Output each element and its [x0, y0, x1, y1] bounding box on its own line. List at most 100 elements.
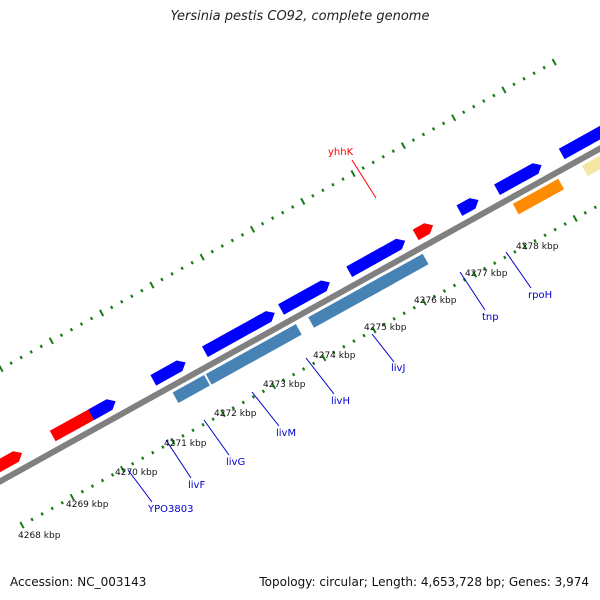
- inner-tick: [281, 378, 286, 383]
- outer-tick: [371, 160, 375, 165]
- outer-tick: [160, 277, 164, 282]
- outer-tick: [210, 249, 214, 254]
- outer-tick: [280, 210, 285, 215]
- inner-tick: [60, 500, 64, 505]
- gene-labels: YPO3803 livF livG livM livH livJ tnp rpoH yhhK: [147, 147, 552, 515]
- inner-tick: [472, 270, 478, 278]
- gene-label-connector: [165, 439, 192, 479]
- feature-cds-forward: [278, 280, 330, 315]
- inner-tick: [371, 326, 377, 334]
- outer-tick: [220, 244, 224, 248]
- inner-tick: [191, 428, 195, 433]
- ruler-label: 4272 kbp: [214, 409, 257, 419]
- inner-tick: [50, 506, 54, 511]
- feature-pale_feature-reverse: [581, 155, 600, 177]
- inner-tick: [493, 261, 497, 265]
- ruler-label: 4268 kbp: [18, 531, 61, 541]
- outer-tick: [170, 272, 174, 276]
- inner-tick: [583, 211, 587, 215]
- outer-tick: [249, 225, 256, 233]
- outer-tick: [400, 142, 406, 150]
- inner-tick: [342, 344, 346, 349]
- outer-tick: [48, 337, 54, 345]
- outer-tick: [199, 253, 205, 261]
- inner-tick: [80, 489, 85, 494]
- inner-tick: [100, 478, 105, 483]
- outer-tick: [300, 197, 306, 205]
- inner-tick: [563, 222, 567, 226]
- outer-tick: [230, 238, 235, 243]
- feature-cds-forward: [88, 399, 116, 420]
- inner-tick: [110, 473, 115, 477]
- inner-tick: [321, 354, 327, 362]
- outer-tick: [0, 365, 4, 373]
- genome-backbone: [0, 145, 600, 485]
- inner-tick: [483, 266, 487, 271]
- inner-tick: [421, 298, 427, 306]
- inner-tick-track: [19, 205, 597, 529]
- feature-cds-forward: [558, 125, 600, 160]
- inner-tick: [19, 521, 25, 529]
- inner-tick: [130, 461, 135, 466]
- outer-tick: [361, 166, 365, 170]
- outer-tick: [69, 327, 74, 332]
- inner-tick: [141, 456, 145, 461]
- inner-tick: [69, 493, 75, 501]
- feature-rna-forward: [412, 223, 434, 241]
- outer-tick: [311, 193, 315, 198]
- ruler-label: 4269 kbp: [66, 500, 109, 510]
- gene-label-connector: [371, 333, 395, 363]
- outer-tick: [240, 233, 245, 237]
- ruler-label: 4274 kbp: [313, 351, 356, 361]
- outer-tick: [391, 149, 395, 154]
- inner-tick: [392, 316, 396, 321]
- outer-tick: [451, 114, 457, 122]
- ruler-labels: 4268 kbp 4269 kbp 4270 kbp 4271 kbp 4272 kbp…: [18, 242, 559, 541]
- gene-label-connector: [459, 271, 486, 311]
- inner-tick: [301, 367, 306, 371]
- outer-tick: [9, 361, 13, 365]
- outer-tick: [462, 110, 466, 115]
- outer-tick: [79, 322, 84, 326]
- inner-tick: [593, 205, 597, 210]
- outer-tick: [180, 266, 184, 271]
- gene-label-connector: [203, 419, 230, 456]
- inner-tick: [442, 289, 447, 293]
- outer-tick: [482, 99, 486, 103]
- inner-tick: [543, 233, 547, 238]
- outer-tick: [140, 288, 144, 293]
- outer-tick: [130, 294, 134, 299]
- inner-tick: [231, 406, 235, 410]
- inner-tick: [30, 517, 34, 522]
- feature-rna-forward: [0, 451, 23, 473]
- inner-tick: [412, 305, 416, 310]
- genome-summary: Topology: circular; Length: 4,653,728 bp…: [259, 575, 589, 589]
- inner-tick: [201, 422, 205, 427]
- inner-tick: [522, 242, 528, 250]
- feature-cds-forward: [202, 311, 275, 357]
- inner-tick: [261, 389, 266, 394]
- gene-label: yhhK: [328, 147, 354, 158]
- inner-tick: [332, 350, 336, 355]
- outer-tick: [321, 188, 325, 193]
- inner-tick: [553, 227, 557, 232]
- outer-tick: [421, 132, 426, 137]
- feature-cds-reverse: [172, 375, 210, 403]
- ruler-label: 4276 kbp: [414, 296, 457, 306]
- outer-tick: [39, 344, 43, 349]
- gene-label: livH: [331, 396, 350, 407]
- feature-cds-forward: [456, 198, 479, 216]
- outer-tick: [431, 127, 436, 131]
- outer-tick: [532, 71, 536, 76]
- outer-tick: [441, 121, 446, 126]
- outer-tick: [501, 86, 507, 94]
- outer-tick: [29, 350, 33, 354]
- outer-tick: [381, 154, 385, 159]
- outer-tick: [551, 58, 557, 66]
- ruler-label: 4273 kbp: [263, 380, 306, 390]
- gene-label-connector: [351, 159, 377, 199]
- ruler-label: 4278 kbp: [516, 242, 559, 252]
- feature-cds-reverse: [205, 324, 302, 385]
- feature-orange_feature-reverse: [512, 178, 565, 215]
